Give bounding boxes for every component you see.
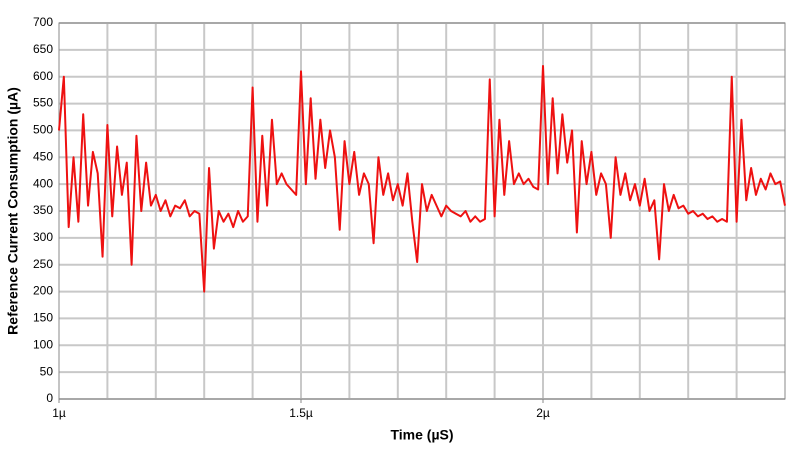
y-tick-label: 50 [40,364,54,378]
y-tick-label: 600 [33,69,53,83]
y-tick-label: 400 [33,176,53,190]
y-tick-label: 150 [33,311,53,325]
y-tick-label: 500 [33,123,53,137]
y-tick-label: 100 [33,337,53,351]
y-tick-label: 250 [33,257,53,271]
y-tick-label: 0 [46,391,53,405]
data-line [58,64,786,293]
y-tick-label: 300 [33,230,53,244]
x-tick-label: 1.5µ [289,406,313,420]
y-tick-label: 450 [33,149,53,163]
y-tick-label: 350 [33,203,53,217]
x-axis-title: Time (µS) [390,427,453,443]
y-tick-label: 550 [33,96,53,110]
y-tick-label: 650 [33,42,53,56]
plot-border [58,22,786,400]
x-tick-label: 2µ [536,406,550,420]
y-axis-title: Reference Current Consumption (µA) [5,87,21,335]
y-tick-label: 200 [33,284,53,298]
y-tick-label: 700 [33,15,53,29]
x-tick-label: 1µ [52,406,66,420]
